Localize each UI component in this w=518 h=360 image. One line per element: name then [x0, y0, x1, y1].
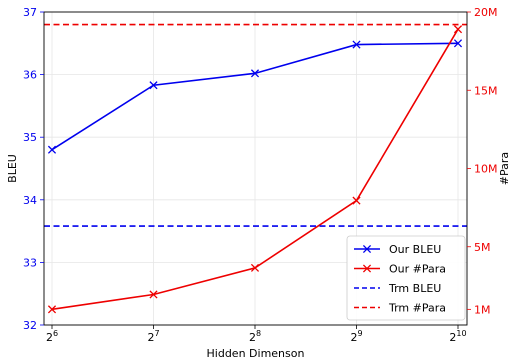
- marker-stroke: [352, 196, 361, 205]
- left-tick-label: 37: [23, 6, 37, 19]
- marker-stroke: [250, 69, 260, 78]
- left-tick-label: 36: [23, 69, 37, 82]
- right-tick-label: 1M: [474, 303, 491, 316]
- x-axis-label: Hidden Dimenson: [207, 347, 305, 360]
- marker-stroke: [149, 81, 158, 90]
- legend-marker: [362, 244, 372, 254]
- right-tick-label: 5M: [474, 241, 491, 254]
- legend-box: [346, 235, 466, 321]
- left-tick-label: 33: [23, 256, 37, 269]
- data-point: [47, 305, 57, 314]
- x-tick-label: 26: [46, 329, 58, 344]
- data-point: [453, 39, 463, 48]
- x-tick-label: 27: [147, 329, 159, 344]
- legend-label: Our #Para: [389, 263, 446, 276]
- left-tick-label: 35: [23, 131, 37, 144]
- data-point: [352, 40, 361, 49]
- marker-stroke: [453, 39, 463, 48]
- series-our-para: [47, 25, 463, 314]
- legend-marker: [362, 264, 372, 273]
- legend-item-our-para: Our #Para: [354, 263, 446, 276]
- right-tick-label: 10M: [474, 163, 498, 176]
- left-axis-label: BLEU: [6, 154, 19, 183]
- data-point: [149, 290, 158, 299]
- legend-label: Our BLEU: [389, 243, 441, 256]
- legend-label: Trm BLEU: [388, 282, 441, 295]
- data-point: [352, 196, 361, 205]
- axes: 26 27 28 29 210 32 33 34 35 36 37 1M 5M 10M 15M 20M: [23, 6, 498, 344]
- marker-stroke: [250, 263, 260, 272]
- legend-label: Trm #Para: [388, 302, 446, 315]
- marker-stroke: [453, 25, 463, 34]
- legend-item-our-bleu: Our BLEU: [354, 243, 441, 256]
- legend: Our BLEU Our #Para Trm BLEU Trm #Para: [346, 235, 466, 321]
- x-tick-label: 29: [350, 329, 362, 344]
- legend-item-trm-bleu: Trm BLEU: [354, 282, 441, 295]
- x-tick-label: 28: [249, 329, 261, 344]
- x-tick-label: 210: [449, 329, 466, 344]
- series-layer: [44, 23, 467, 314]
- data-point: [250, 263, 260, 272]
- right-axis-label: #Para: [498, 152, 511, 185]
- right-tick-label: 20M: [474, 6, 498, 19]
- marker-stroke: [47, 145, 57, 154]
- marker-stroke: [149, 290, 158, 299]
- series-our-bleu: [47, 39, 463, 154]
- legend-item-trm-para: Trm #Para: [354, 302, 446, 315]
- data-point: [453, 25, 463, 34]
- data-point: [250, 69, 260, 78]
- data-point: [47, 145, 57, 154]
- data-point: [149, 81, 158, 90]
- left-tick-label: 34: [23, 194, 37, 207]
- left-tick-label: 32: [23, 319, 37, 332]
- right-tick-label: 15M: [474, 84, 498, 97]
- marker-stroke: [47, 305, 57, 314]
- marker-stroke: [352, 40, 361, 49]
